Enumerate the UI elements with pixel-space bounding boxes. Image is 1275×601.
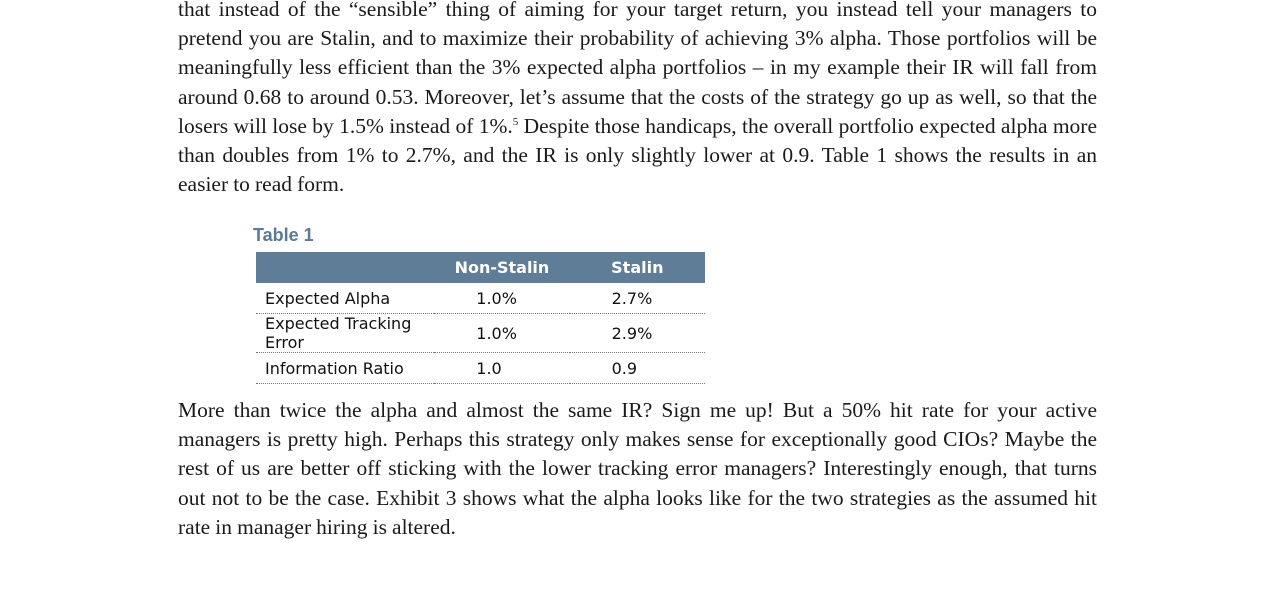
footnote-marker[interactable]: 5 [512,115,519,128]
table-title: Table 1 [253,225,314,245]
body-paragraph-bottom: More than twice the alpha and almost the… [178,398,1097,539]
row-value-non-stalin: 1.0% [434,283,570,314]
table-row: Expected Alpha 1.0% 2.7% [256,283,705,314]
row-value-stalin: 2.9% [569,313,705,353]
body-paragraph-top: that instead of the “sensible” thing of … [178,0,1097,199]
row-value-stalin: 0.9 [569,352,705,384]
paragraph-text-after-footnote: Despite those handicaps, the overall por… [178,113,1097,197]
row-value-non-stalin: 1.0 [434,352,570,384]
row-label: Expected Tracking Error [256,313,435,353]
results-table: Non-Stalin Stalin Expected Alpha 1.0% 2.… [256,252,705,384]
row-label: Expected Alpha [256,283,435,314]
table-header-label [256,252,435,283]
table-header-non-stalin: Non-Stalin [434,252,570,283]
table-row: Information Ratio 1.0 0.9 [256,352,705,384]
row-value-stalin: 2.7% [569,283,705,314]
row-value-non-stalin: 1.0% [434,313,570,353]
table-row: Expected Tracking Error 1.0% 2.9% [256,313,705,353]
paragraph-text-before-footnote: that instead of the “sensible” thing of … [178,0,1097,138]
table-header-row: Non-Stalin Stalin [256,252,705,283]
row-label: Information Ratio [256,352,435,384]
table-header-stalin: Stalin [569,252,705,283]
